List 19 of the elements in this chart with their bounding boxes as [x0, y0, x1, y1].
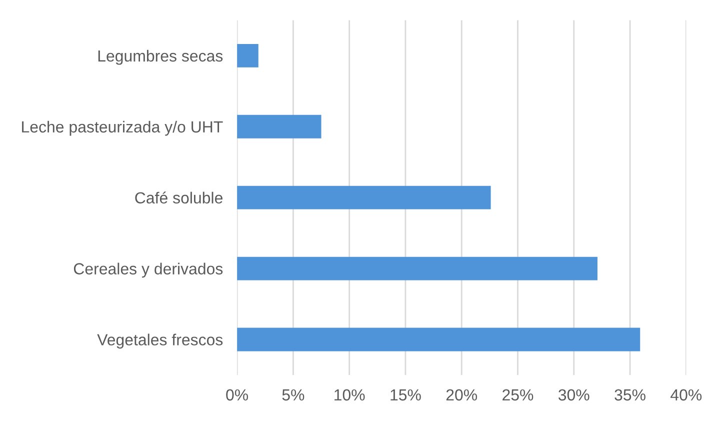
y-tick-label: Café soluble — [135, 192, 222, 204]
x-tick-label: 40% — [670, 389, 702, 401]
y-tick-label: Leche pasteurizada y/o UHT — [22, 120, 223, 136]
x-tick-label: 0% — [226, 389, 248, 401]
bar — [237, 256, 598, 280]
y-tick-label: Cereales y derivados — [74, 262, 223, 278]
x-tick-label: 15% — [390, 389, 421, 401]
bar — [237, 186, 491, 210]
bar — [237, 114, 322, 138]
y-tick-label: Legumbres secas — [98, 50, 223, 65]
x-tick-label: 10% — [334, 389, 365, 401]
x-tick-label: 20% — [446, 389, 478, 401]
bar — [237, 44, 258, 68]
x-tick-label: 25% — [502, 389, 534, 401]
bar — [237, 328, 640, 352]
y-tick-label: Vegetales frescos — [97, 334, 223, 349]
x-tick-label: 5% — [282, 389, 304, 401]
x-tick-label: 30% — [558, 389, 590, 401]
x-tick-label: 35% — [614, 389, 646, 401]
